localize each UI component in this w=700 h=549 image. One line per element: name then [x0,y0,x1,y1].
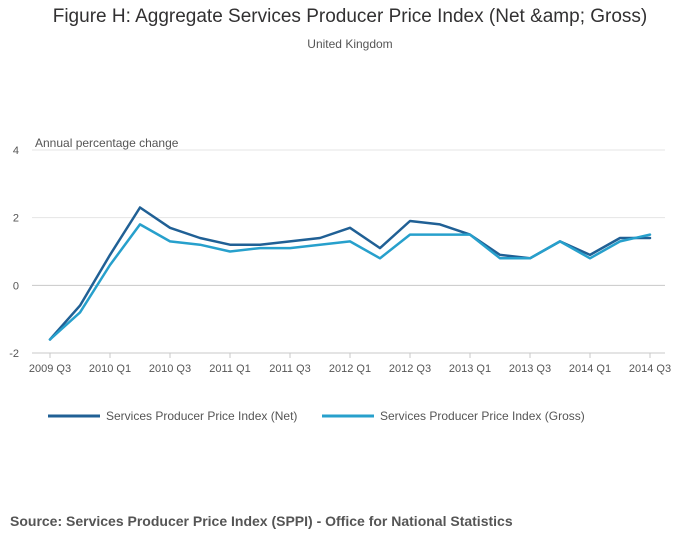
chart-title: Figure H: Aggregate Services Producer Pr… [52,6,648,27]
source-note: Source: Services Producer Price Index (S… [10,513,513,529]
y-tick-label: 2 [13,213,19,225]
x-tick-label: 2012 Q3 [389,363,431,375]
y-tick-label: -2 [9,348,19,360]
legend-label: Services Producer Price Index (Gross) [380,409,585,423]
y-tick-label: 0 [13,280,19,292]
x-tick-label: 2011 Q1 [209,363,250,375]
x-tick-label: 2014 Q1 [569,363,611,375]
series-line-net [48,206,652,341]
x-tick-label: 2009 Q3 [29,363,71,375]
x-tick-label: 2014 Q3 [629,363,671,375]
x-tick-label: 2012 Q1 [329,363,371,375]
x-tick-label: 2010 Q3 [149,363,191,375]
x-tick-label: 2011 Q3 [269,363,310,375]
y-axis-label: Annual percentage change [35,136,179,150]
legend-label: Services Producer Price Index (Net) [106,409,297,423]
line-chart: Annual percentage change -2 0 2 4 2009 Q3 2010… [9,136,671,423]
series-line-gross [48,223,652,341]
y-tick-label: 4 [13,145,19,157]
x-tick-label: 2010 Q1 [89,363,131,375]
x-tick-label: 2013 Q1 [449,363,491,375]
x-tick-label: 2013 Q3 [509,363,551,375]
chart-subtitle: United Kingdom [307,37,393,51]
